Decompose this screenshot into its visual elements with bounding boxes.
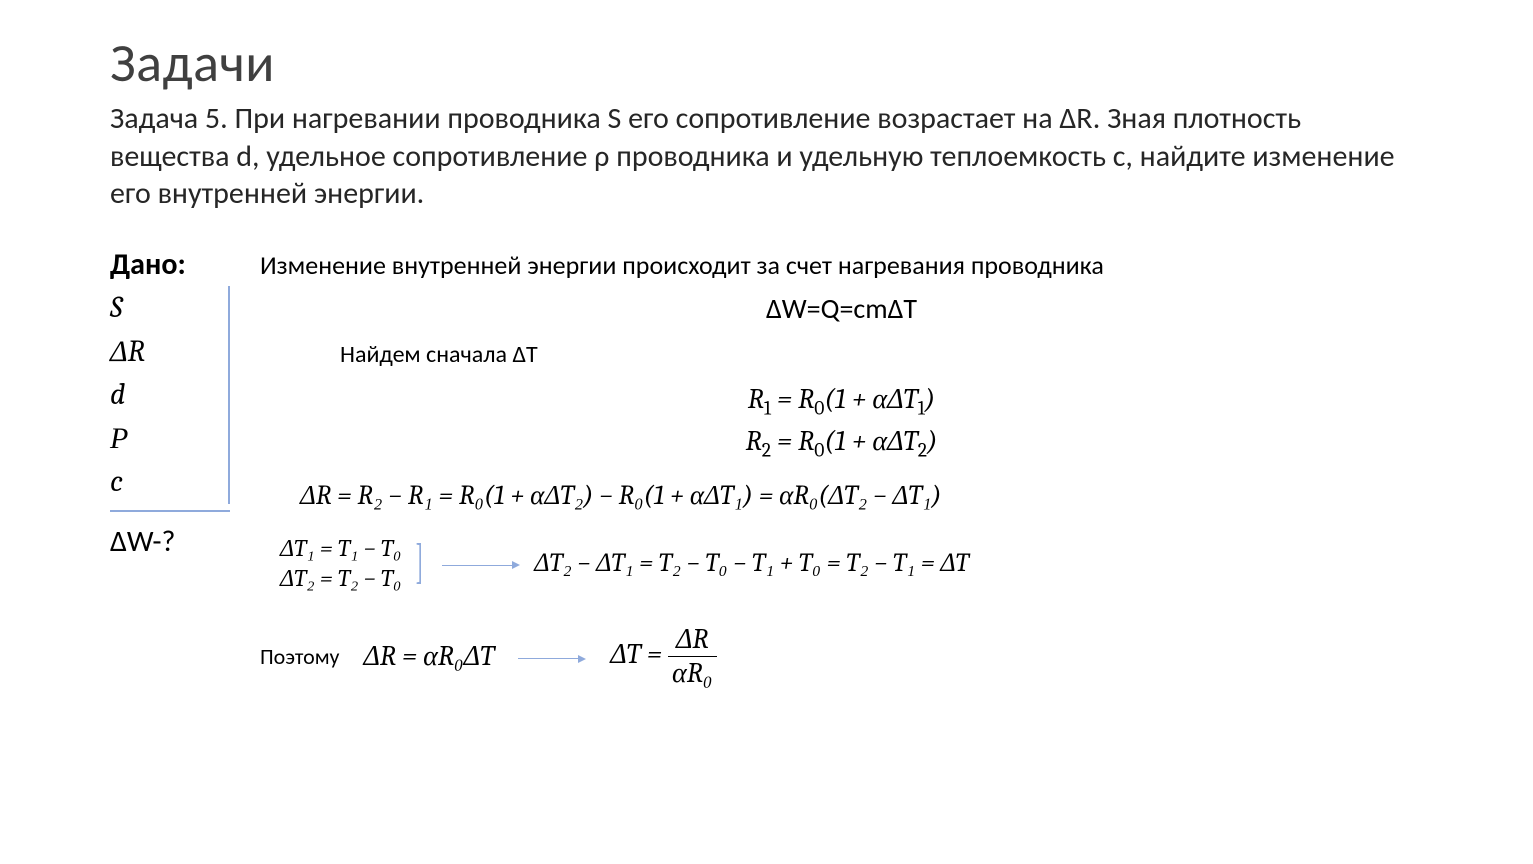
- given-item: d: [110, 373, 218, 417]
- eq-part: R: [748, 383, 764, 415]
- given-block: Дано: S ΔR d Ρ c ΔW-?: [110, 243, 230, 564]
- eq-part: = R: [771, 425, 814, 457]
- delta-t-derivation: ΔT₁ = T₁ − T₀ ΔT₂ = T₂ − T₀ ] ΔT₂ − ΔT₁ …: [280, 533, 1423, 593]
- eq-sub: 2: [762, 439, 771, 462]
- solution-text-1: Изменение внутренней энергии происходит …: [260, 249, 1423, 281]
- given-item: c: [110, 460, 218, 504]
- equation-r2: R2 = R0(1 + αΔT2): [260, 425, 1423, 462]
- content-body: Дано: S ΔR d Ρ c ΔW-? Изменение внутренн…: [110, 243, 1423, 700]
- fraction: ΔR αR₀: [668, 623, 717, 690]
- bracket-icon: ]: [416, 543, 424, 581]
- eq-dr2: ΔR = αR₀ΔT: [363, 640, 494, 673]
- eq-part: = R: [771, 383, 814, 415]
- arrow-icon: [442, 547, 520, 579]
- given-item: S: [110, 286, 218, 330]
- eq-sub: 0: [814, 439, 824, 462]
- eq-part: ): [925, 383, 935, 415]
- eq-part: ): [927, 425, 937, 457]
- brace-group: ΔT₁ = T₁ − T₀ ΔT₂ = T₂ − T₀ ]: [280, 533, 428, 593]
- eq-dt-final: ΔT = ΔR αR₀: [610, 623, 716, 690]
- given-list: S ΔR d Ρ c: [110, 286, 230, 504]
- given-header: Дано:: [110, 243, 230, 287]
- arrow-icon: [518, 640, 586, 672]
- eq-dt1: ΔT₁ = T₁ − T₀: [280, 533, 401, 563]
- eq-dt2: ΔT₂ = T₂ − T₀: [280, 563, 401, 593]
- page-title: Задачи: [110, 30, 1423, 96]
- given-find: ΔW-?: [110, 512, 230, 564]
- eq-part: R: [746, 425, 762, 457]
- eq-sub: 1: [764, 396, 771, 419]
- eq-part: ΔT =: [610, 638, 668, 670]
- eq-part: (1 + αΔT: [824, 383, 917, 415]
- eq-sub: 2: [918, 439, 927, 462]
- problem-statement: Задача 5. При нагревании проводника S ег…: [110, 100, 1423, 213]
- slide: { "title": "Задачи", "problem": "Задача …: [0, 0, 1533, 864]
- equation-energy: ΔW=Q=cmΔT: [260, 291, 1423, 326]
- brace-lines: ΔT₁ = T₁ − T₀ ΔT₂ = T₂ − T₀: [280, 533, 401, 593]
- given-item: ΔR: [110, 330, 218, 374]
- eq-sub: 1: [918, 396, 925, 419]
- solution-text-2: Найдем сначала ΔT: [340, 340, 1423, 369]
- solution-block: Изменение внутренней энергии происходит …: [230, 243, 1423, 700]
- eq-sub: 0: [814, 396, 824, 419]
- given-item: Ρ: [110, 417, 218, 461]
- fraction-den: αR₀: [668, 656, 717, 690]
- fraction-num: ΔR: [668, 623, 717, 656]
- therefore-row: Поэтому ΔR = αR₀ΔT ΔT = ΔR αR₀: [260, 623, 1423, 690]
- equation-delta-r: ΔR = R₂ − R₁ = R₀(1 + αΔT₂) − R₀(1 + αΔT…: [300, 480, 1423, 511]
- equation-r1: R1 = R0(1 + αΔT1): [260, 383, 1423, 420]
- eq-dt-result: ΔT₂ − ΔT₁ = T₂ − T₀ − T₁ + T₀ = T₂ − T₁ …: [534, 548, 969, 578]
- therefore-label: Поэтому: [260, 643, 339, 670]
- eq-part: (1 + αΔT: [824, 425, 917, 457]
